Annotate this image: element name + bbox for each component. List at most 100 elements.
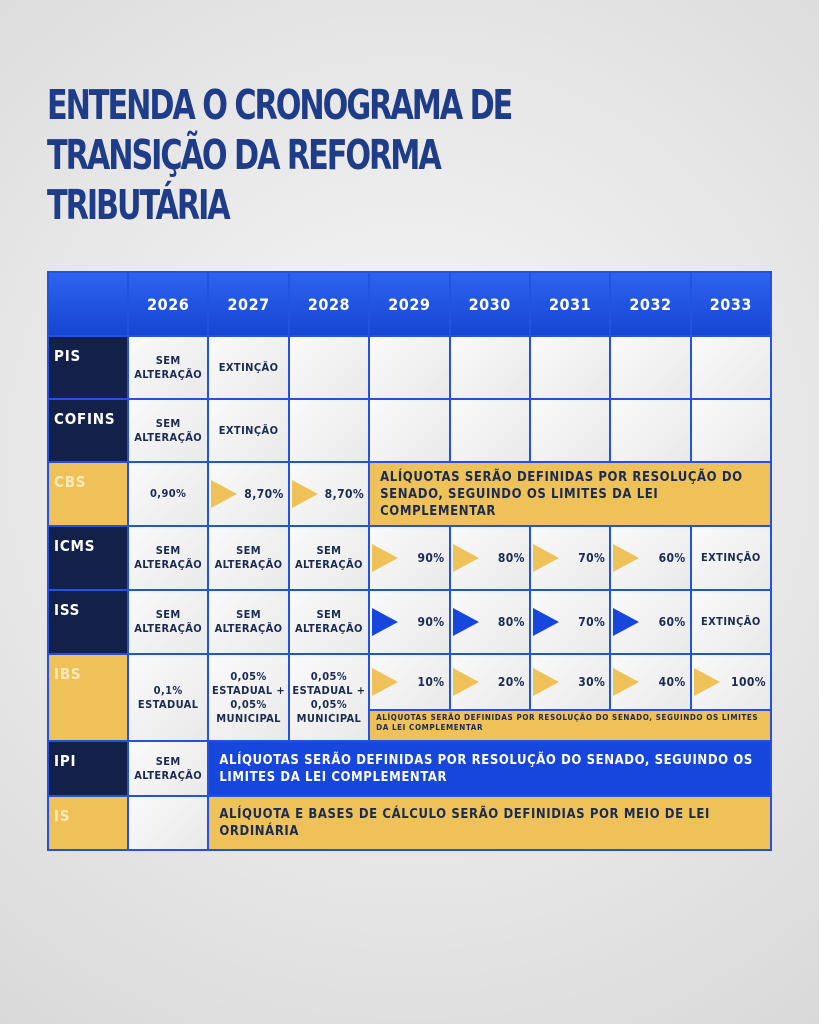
row-label: ISS	[47, 589, 129, 655]
cell: SEM ALTERAÇÃO	[126, 398, 210, 463]
table-row: PIS SEM ALTERAÇÃO EXTINÇÃO	[47, 335, 773, 400]
arrow	[532, 668, 559, 696]
empty-cell	[287, 398, 371, 463]
table-row: ICMS SEM ALTERAÇÃO SEM ALTERAÇÃO SEM ALTER…	[47, 525, 773, 591]
row-label: IS	[47, 795, 129, 851]
row-label: CBS	[47, 461, 129, 527]
arrow	[532, 608, 559, 636]
table-row: IBS 0,1% ESTADUAL 0,05% ESTADUAL + 0,05% …	[47, 653, 773, 742]
cell: 60%	[658, 551, 686, 565]
row-label: PIS	[47, 335, 129, 400]
note: ALÍQUOTAS SERÃO DEFINIDAS POR RESOLUÇÃO …	[207, 740, 772, 797]
cell: 0,1% ESTADUAL	[126, 653, 210, 742]
title-line: TRANSIÇÃO DA REFORMA	[47, 131, 442, 179]
cell: 8,70%	[244, 487, 284, 501]
cell: EXTINÇÃO	[689, 525, 773, 591]
element: 2026 2027 2028 2029 2030 2031 2032 2033 PIS SEM…	[47, 271, 773, 851]
title: ENTENDA O CRONOGRAMA DE TRANSIÇÃO DA REF…	[47, 80, 513, 230]
cell: 90%	[417, 551, 445, 565]
empty-cell	[368, 398, 451, 463]
empty-cell	[689, 335, 773, 400]
empty-cell	[126, 795, 210, 851]
table-row: COFINS SEM ALTERAÇÃO EXTINÇÃO	[47, 398, 773, 463]
empty-cell: 20%	[448, 653, 531, 711]
title-line: TRIBUTÁRIA	[47, 181, 231, 229]
cell: SEM ALTERAÇÃO	[287, 525, 371, 591]
arrow	[452, 608, 479, 636]
empty-cell	[689, 398, 773, 463]
cell: 80%	[497, 551, 525, 565]
cell: SEM ALTERAÇÃO	[126, 740, 210, 797]
arrow	[291, 480, 318, 508]
empty-cell	[448, 335, 531, 400]
cell: SEM ALTERAÇÃO	[287, 589, 371, 655]
empty-cell: 40%	[609, 653, 692, 711]
year: 2032	[609, 271, 692, 337]
arrow	[372, 544, 399, 572]
row-label: IBS	[47, 653, 129, 742]
arrow	[372, 608, 399, 636]
empty-cell	[528, 335, 612, 400]
year: 2028	[287, 271, 371, 337]
note: ALÍQUOTAS SERÃO DEFINIDAS POR RESOLUÇÃO …	[368, 461, 772, 527]
table-row: ALÍQUOTAS SERÃO DEFINIDAS POR RESOLUÇÃO …	[48, 709, 772, 742]
empty-cell: 60%	[609, 589, 692, 655]
cell: 30%	[578, 675, 606, 689]
cell: 10%	[417, 675, 445, 689]
empty-cell	[528, 398, 612, 463]
empty-cell: 100%	[689, 653, 773, 711]
cell: 70%	[578, 551, 606, 565]
title-line: ENTENDA O CRONOGRAMA DE	[47, 81, 513, 129]
table-row: IPI SEM ALTERAÇÃO ALÍQUOTAS SERÃO DEFINI…	[47, 740, 772, 797]
empty-cell: 10%	[368, 653, 451, 711]
cell: SEM ALTERAÇÃO	[207, 589, 290, 655]
empty-cell: 80%	[448, 589, 531, 655]
note: ALÍQUOTAS SERÃO DEFINIDAS POR RESOLUÇÃO …	[368, 709, 772, 742]
arrow	[532, 544, 559, 572]
cell: SEM ALTERAÇÃO	[126, 525, 210, 591]
empty-cell: 70%	[528, 525, 612, 591]
row-label: ICMS	[47, 525, 129, 591]
empty-cell: 70%	[528, 589, 612, 655]
schedule-table: 2026 2027 2028 2029 2030 2031 2032 2033 PIS SEM…	[47, 271, 773, 851]
note: ALÍQUOTA E BASES DE CÁLCULO SERÃO DEFINI…	[207, 795, 772, 851]
empty-cell	[448, 398, 531, 463]
empty-cell: 30%	[528, 653, 612, 711]
empty-cell: 90%	[368, 525, 451, 591]
corner	[47, 271, 129, 337]
year: 2029	[368, 271, 451, 337]
arrow	[211, 480, 238, 508]
empty-cell: 80%	[448, 525, 531, 591]
row-label: IPI	[47, 740, 129, 797]
arrow	[613, 544, 640, 572]
arrow	[372, 668, 399, 696]
arrow	[693, 668, 720, 696]
empty-cell	[609, 398, 692, 463]
cell: 100%	[731, 675, 766, 689]
arrow	[613, 608, 640, 636]
cell: EXTINÇÃO	[207, 398, 290, 463]
table-row: 2026 2027 2028 2029 2030 2031 2032 2033	[47, 271, 773, 337]
empty-cell: 8,70%	[207, 461, 290, 527]
table-row: ISS SEM ALTERAÇÃO SEM ALTERAÇÃO SEM ALTERA…	[47, 589, 773, 655]
empty-cell	[609, 335, 692, 400]
table-row: CBS 0,90% 8,70% 8,70% ALÍQUOTAS SERÃO DE…	[47, 461, 772, 527]
cell: 60%	[658, 615, 686, 629]
cell: 0,90%	[126, 461, 210, 527]
cell: EXTINÇÃO	[689, 589, 773, 655]
cell: 20%	[497, 675, 525, 689]
cell: 70%	[578, 615, 606, 629]
cell: SEM ALTERAÇÃO	[126, 589, 210, 655]
empty-cell: 60%	[609, 525, 692, 591]
cell: 8,70%	[324, 487, 365, 501]
year: 2030	[448, 271, 531, 337]
cell: 0,05% ESTADUAL + 0,05% MUNICIPAL	[207, 653, 290, 742]
year: 2031	[528, 271, 612, 337]
cell: 0,05% ESTADUAL + 0,05% MUNICIPAL	[287, 653, 371, 742]
empty-cell: 90%	[368, 589, 451, 655]
arrow	[452, 544, 479, 572]
arrow	[613, 668, 640, 696]
cell: 40%	[658, 675, 686, 689]
cell: 80%	[497, 615, 525, 629]
empty-cell: 8,70%	[287, 461, 371, 527]
